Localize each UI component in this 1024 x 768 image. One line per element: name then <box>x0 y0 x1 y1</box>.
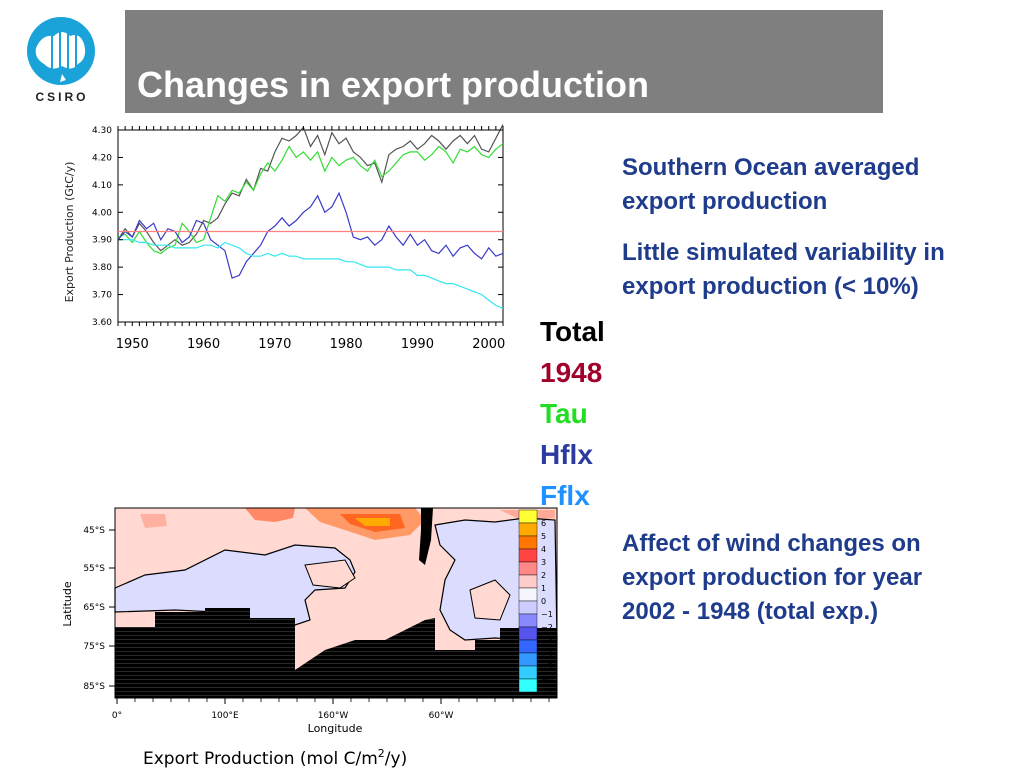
colorbar-label: 0 <box>541 597 546 606</box>
note-line: 2002 - 1948 (total exp.) <box>622 598 879 625</box>
y-tick-label: 4.10 <box>92 181 112 191</box>
colorbar-swatch <box>518 574 538 589</box>
series-line-fflx <box>118 239 504 309</box>
colorbar-label: −6 <box>541 675 553 684</box>
land-ridge <box>419 508 433 565</box>
y-tick-label: 4.00 <box>92 208 112 218</box>
map-x-tick-label: 0° <box>112 711 122 721</box>
colorbar-label: −7 <box>541 688 553 697</box>
map-caption: Export Production (mol C/m2/y) <box>143 747 407 768</box>
title-bar <box>125 10 883 113</box>
colorbar-swatch <box>518 509 538 524</box>
y-tick-label: 3.70 <box>92 291 112 301</box>
map-x-tick-label: 100°E <box>211 711 239 721</box>
colorbar-swatch <box>518 561 538 576</box>
caption-superscript: 2 <box>378 747 385 760</box>
series-line-total <box>117 124 504 252</box>
note-line: Southern Ocean averaged <box>622 154 920 181</box>
map-x-label: Longitude <box>308 722 363 735</box>
colorbar-swatch <box>518 535 538 550</box>
x-tick-label: 1980 <box>330 337 363 352</box>
negative-anomaly-region <box>434 517 558 641</box>
colorbar-swatch <box>518 587 538 602</box>
note-line: export production (< 10%) <box>622 273 919 300</box>
y-axis-label: Export Production (GtC/y) <box>63 162 76 303</box>
note-line: export production <box>622 188 828 215</box>
x-tick-label: 1970 <box>258 337 291 352</box>
note-line: export production for year <box>622 564 923 591</box>
colorbar-swatch <box>518 626 538 641</box>
land-mask <box>115 608 557 698</box>
colorbar-swatch <box>518 639 538 654</box>
positive-anomaly-band <box>140 514 167 528</box>
map-y-label: Latitude <box>61 581 74 627</box>
legend-1948: 1948 <box>540 357 603 388</box>
series-line-tau <box>117 143 504 255</box>
x-tick-label: 1950 <box>116 337 149 352</box>
legend-tau: Tau <box>540 398 588 429</box>
map-x-tick-label: 160°W <box>318 711 349 721</box>
colorbar-swatch <box>518 522 538 537</box>
colorbar-label: −1 <box>541 610 553 619</box>
map-y-tick-label: 85°S <box>83 682 105 692</box>
csiro-logo: CSIRO <box>22 14 102 109</box>
positive-island <box>469 579 511 621</box>
note-line: Little simulated variability in <box>622 239 945 266</box>
map-y-tick-label: 75°S <box>83 642 105 652</box>
caption-end: /y) <box>385 749 407 768</box>
colorbar-label: 1 <box>541 584 546 593</box>
positive-anomaly-core <box>355 518 390 526</box>
colorbar-swatch <box>518 613 538 628</box>
colorbar-swatch <box>518 652 538 667</box>
map-chart: 0° 100°E 160°W 60°W 45°S 55°S 65°S 75°S 85°S 6 5 4… <box>61 507 558 768</box>
y-tick-label: 4.20 <box>92 153 112 163</box>
map-frame <box>114 507 558 699</box>
colorbar-label: 5 <box>541 532 546 541</box>
y-tick-label: 3.60 <box>92 318 112 328</box>
note-southern-ocean: Southern Ocean averaged export productio… <box>622 151 919 219</box>
colorbar-label: −4 <box>541 649 553 658</box>
line-chart: 1950 1960 1970 1980 1990 2000 3.60 3.70 3.80 3.90… <box>63 124 505 352</box>
y-tick-label: 3.90 <box>92 236 112 246</box>
colorbar-label: 6 <box>541 519 546 528</box>
caption-main: Export Production (mol C/m <box>143 749 378 768</box>
page-title: Changes in export production <box>137 64 650 105</box>
series-line-hflx <box>117 191 504 279</box>
colorbar-label: 3 <box>541 558 546 567</box>
positive-island <box>304 559 356 589</box>
note-line: Affect of wind changes on <box>622 530 921 557</box>
colorbar-label: −3 <box>541 636 553 645</box>
colorbar-label: −5 <box>541 662 553 671</box>
map-y-tick-label: 55°S <box>83 564 105 574</box>
logo-text: CSIRO <box>35 90 89 104</box>
colorbar-swatch <box>518 600 538 615</box>
colorbar-swatch <box>518 665 538 680</box>
legend-total: Total <box>540 316 605 347</box>
colorbar-label: 4 <box>541 545 546 554</box>
map-y-tick-label: 45°S <box>83 526 105 536</box>
note-wind-changes: Affect of wind changes on export product… <box>622 527 922 629</box>
x-tick-label: 2000 <box>472 337 505 352</box>
colorbar-swatch <box>518 678 538 693</box>
colorbar-label: −2 <box>541 623 553 632</box>
colorbar-swatch <box>518 548 538 563</box>
x-tick-label: 1990 <box>401 337 434 352</box>
y-tick-label: 4.30 <box>92 126 112 136</box>
note-variability: Little simulated variability in export p… <box>622 236 945 304</box>
legend-hflx: Hflx <box>540 439 593 470</box>
map-y-tick-label: 65°S <box>83 603 105 613</box>
map-x-tick-label: 60°W <box>429 711 454 721</box>
plot-frame <box>117 129 504 323</box>
colorbar-label: 2 <box>541 571 546 580</box>
legend-fflx: Fflx <box>540 480 590 511</box>
x-tick-label: 1960 <box>187 337 220 352</box>
positive-anomaly-band <box>245 508 295 522</box>
y-tick-label: 3.80 <box>92 263 112 273</box>
